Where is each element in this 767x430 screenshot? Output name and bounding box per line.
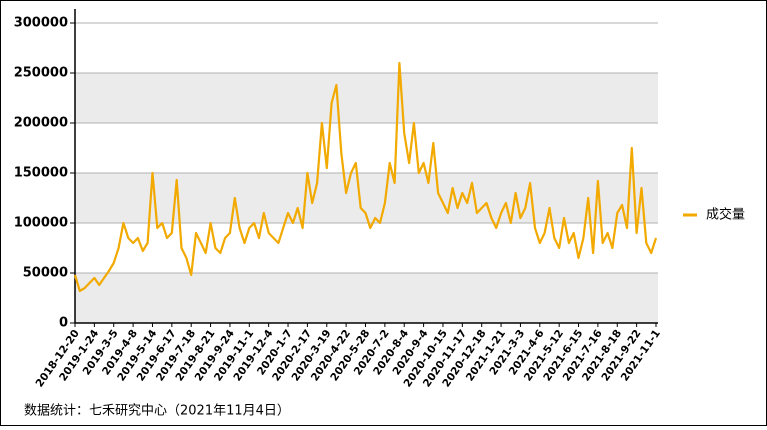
y-tick-label: 200000 xyxy=(14,116,68,131)
y-tick-label: 250000 xyxy=(14,66,68,81)
data-line xyxy=(73,61,658,293)
y-tick-label: 0 xyxy=(59,316,68,331)
y-tick-label: 50000 xyxy=(23,266,68,281)
legend-label: 成交量 xyxy=(706,207,745,223)
source-note: 数据统计：七禾研究中心（2021年11月4日） xyxy=(24,404,290,419)
y-tick-label: 150000 xyxy=(14,166,68,181)
y-tick-label: 100000 xyxy=(14,216,68,231)
grid-band xyxy=(75,273,658,323)
grid-band xyxy=(75,73,658,123)
y-tick-label: 300000 xyxy=(14,16,68,31)
